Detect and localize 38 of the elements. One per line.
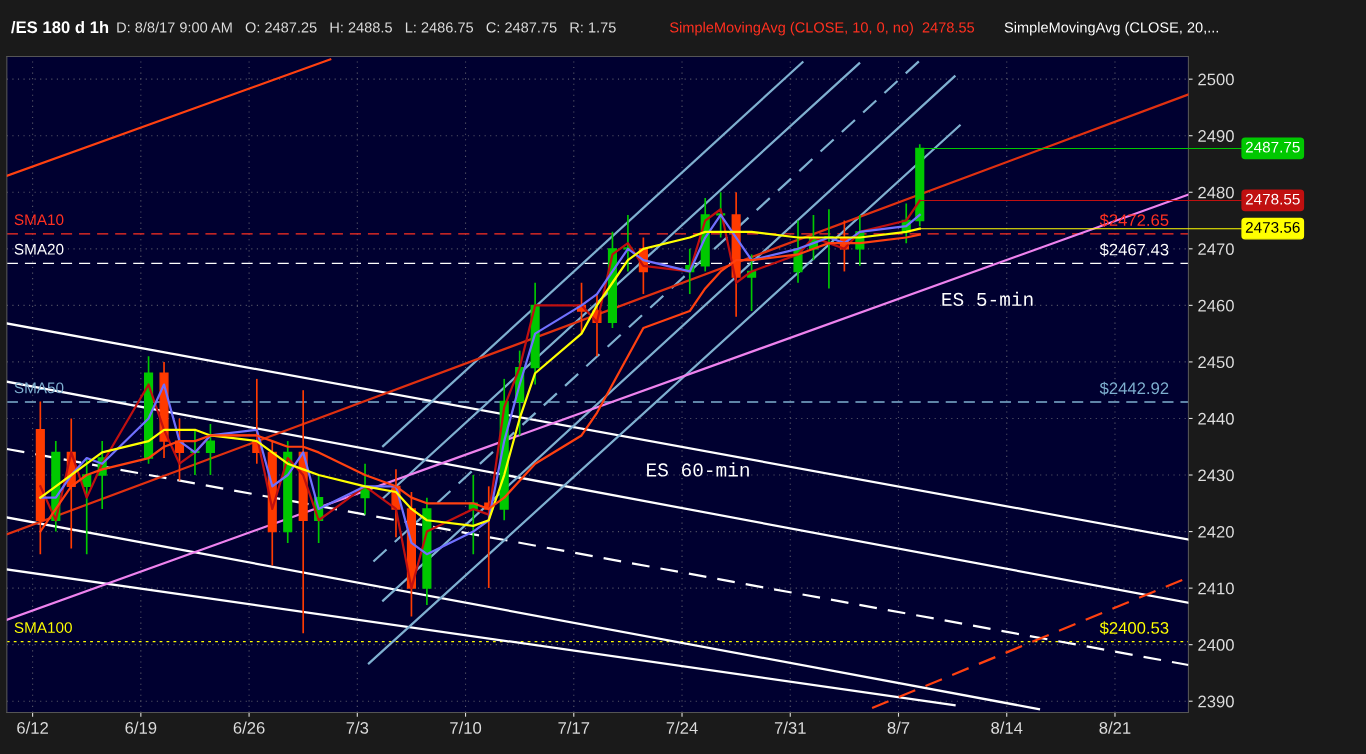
annotation: ES 60-min bbox=[647, 462, 749, 477]
y-tick-label: 2490 bbox=[1198, 130, 1234, 142]
y-tick-label: 2460 bbox=[1198, 299, 1234, 312]
ref-line-label: SMA20 bbox=[14, 243, 64, 255]
y-tick-label: 2450 bbox=[1198, 356, 1234, 369]
ref-line-label: SMA10 bbox=[14, 214, 64, 226]
x-tick-label: 7/3 bbox=[346, 721, 369, 734]
y-tick-label: 2400 bbox=[1198, 639, 1234, 651]
annotation: 2473.56 bbox=[1245, 221, 1300, 233]
x-tick-label: 7/31 bbox=[774, 721, 806, 734]
x-tick-label: 6/19 bbox=[125, 721, 157, 734]
x-tick-label: 6/26 bbox=[233, 721, 265, 734]
ref-line-label: SMA100 bbox=[14, 622, 72, 633]
x-tick-label: 8/7 bbox=[887, 721, 910, 734]
annotation: $2442.92 bbox=[1099, 381, 1169, 396]
x-tick-label: 8/14 bbox=[991, 721, 1023, 734]
y-tick-label: 2390 bbox=[1198, 695, 1234, 708]
annotation: $2467.43 bbox=[1099, 243, 1169, 257]
y-tick-label: 2440 bbox=[1198, 412, 1234, 425]
y-tick-label: 2500 bbox=[1198, 73, 1234, 86]
y-tick-label: 2430 bbox=[1198, 469, 1234, 482]
chart-title: /ES 180 d 1h bbox=[11, 20, 109, 34]
y-tick-label: 2420 bbox=[1198, 525, 1234, 538]
text: SimpleMovingAvg (CLOSE, 10, 0, no) 2478.55 bbox=[670, 21, 975, 36]
chart-subtitle: D: 8/8/17 9:00 AM O: 2487.25 H: 2488.5 L: 2486.75 C: 2487.75 R: 1.75 bbox=[117, 21, 616, 33]
y-tick-label: 2470 bbox=[1198, 243, 1234, 256]
x-tick-label: 7/17 bbox=[558, 721, 590, 734]
x-tick-label: 7/10 bbox=[450, 721, 482, 734]
x-tick-label: 7/24 bbox=[666, 721, 698, 734]
annotation: 2478.55 bbox=[1245, 193, 1300, 205]
annotation: 2487.75 bbox=[1245, 141, 1300, 153]
x-tick-label: 6/12 bbox=[17, 721, 48, 734]
annotation: ES 5-min bbox=[942, 291, 1033, 307]
y-tick-label: 2480 bbox=[1198, 186, 1234, 199]
annotation: $2400.53 bbox=[1099, 621, 1169, 635]
text: SimpleMovingAvg (CLOSE, 20,... bbox=[1004, 21, 1219, 36]
y-tick-label: 2410 bbox=[1198, 582, 1234, 595]
x-tick-label: 8/21 bbox=[1099, 721, 1131, 734]
